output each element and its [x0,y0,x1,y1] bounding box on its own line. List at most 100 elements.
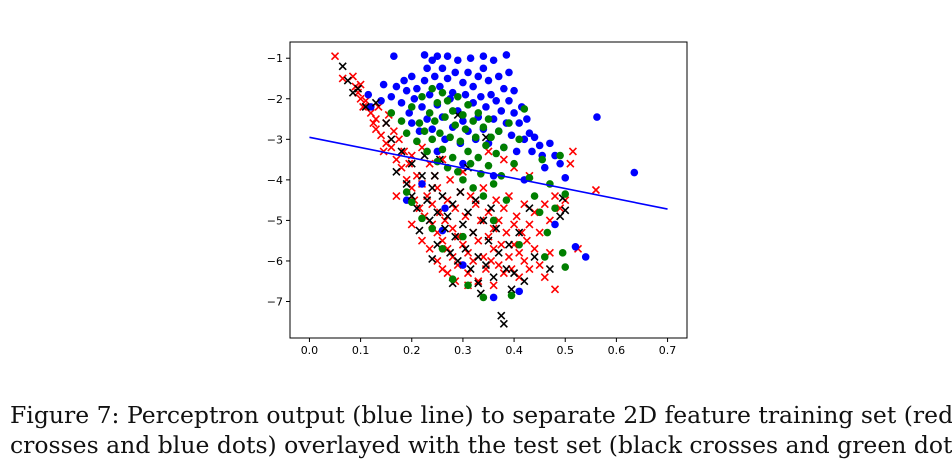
dot-point-3 [525,174,534,182]
cross-point-2 [443,212,452,221]
cross-point-2 [397,147,406,156]
cross-point-2 [507,285,516,294]
dot-point-1 [525,129,534,138]
cross-point-2 [479,216,488,225]
dot-point-3 [428,84,437,93]
dot-point-3 [489,216,498,225]
dot-point-1 [528,147,536,156]
y-tick-label: −7 [267,296,283,309]
cross-point-2 [440,224,450,233]
dot-point-3 [459,232,467,241]
dot-point-1 [407,72,416,81]
dot-point-1 [469,82,477,91]
cross-point-0 [474,236,483,245]
cross-point-2 [525,204,534,213]
cross-point-2 [412,204,421,213]
cross-point-0 [525,265,534,274]
dot-point-3 [459,111,467,119]
cross-point-0 [356,80,365,89]
cross-point-0 [371,114,381,124]
dot-point-1 [448,88,457,97]
dot-point-3 [474,109,483,117]
cross-point-2 [469,228,478,237]
dot-point-3 [479,192,488,200]
cross-point-0 [394,135,404,144]
cross-point-0 [440,216,450,225]
x-tick-label: 0.1 [352,344,370,357]
dot-point-1 [433,52,442,60]
dot-point-1 [515,119,523,127]
cross-point-2 [451,232,460,241]
dot-point-3 [454,92,462,101]
x-tick-label: 0.4 [505,344,523,357]
x-tick-label: 0.7 [659,344,677,357]
dot-point-3 [482,141,490,150]
y-tick-label: −5 [267,214,283,227]
caption-line-1: Figure 7: Perceptron output (blue line) … [10,401,952,429]
cross-point-0 [433,256,442,266]
dot-point-3 [436,129,444,138]
dot-point-1 [510,109,518,117]
cross-point-0 [484,208,493,217]
dot-point-1 [500,84,508,93]
cross-point-2 [353,84,363,93]
dot-point-3 [466,159,475,168]
cross-point-2 [474,252,483,261]
dot-point-3 [469,117,477,125]
cross-point-0 [479,183,488,193]
y-tick-label: −6 [267,255,283,268]
dot-point-1 [556,159,564,168]
figure-caption: Figure 7: Perceptron output (blue line) … [10,400,952,460]
x-tick-label: 0.2 [403,344,421,357]
dot-point-3 [530,192,539,200]
dot-point-1 [479,52,488,60]
dot-point-1 [443,74,452,83]
dot-point-1 [459,78,467,87]
dot-point-1 [461,90,470,99]
dot-point-1 [489,56,498,65]
dot-point-1 [430,72,439,81]
dot-point-1 [515,287,523,296]
cross-point-2 [423,196,432,205]
cross-point-0 [338,74,347,83]
cross-point-0 [550,192,560,201]
cross-point-0 [517,228,526,237]
cross-point-2 [407,159,416,168]
dot-point-1 [407,119,416,127]
dot-point-1 [530,133,539,142]
dot-point-1 [482,103,490,111]
dot-point-3 [415,119,424,127]
dot-point-3 [484,115,493,123]
cross-point-0 [356,94,365,103]
dot-point-3 [454,167,462,176]
cross-point-0 [494,260,503,270]
dot-point-3 [535,208,544,217]
dot-point-3 [494,127,503,136]
dot-point-1 [387,92,396,101]
dot-point-1 [474,72,483,81]
data-points [330,51,639,328]
cross-point-0 [448,224,457,233]
dot-point-1 [497,107,506,115]
cross-point-0 [497,240,506,249]
x-tick-label: 0.3 [454,344,472,357]
dot-point-3 [543,228,552,237]
dot-point-3 [551,204,559,213]
dot-point-1 [512,147,521,156]
dot-point-3 [461,125,470,133]
cross-point-0 [407,220,416,229]
dot-point-3 [479,123,488,131]
scatter-chart: 0.0 0.1 0.2 0.3 0.4 0.5 0.6 0.7 −1 −2 −3 −4 −5 −6 −7 [267,41,688,357]
dot-point-3 [464,281,472,290]
dot-point-3 [413,137,421,146]
dot-point-1 [441,204,449,213]
dot-point-3 [407,198,416,206]
dot-point-1 [505,68,513,77]
cross-point-0 [451,204,460,213]
dot-point-3 [438,88,447,97]
dot-point-3 [538,155,547,164]
dot-point-3 [433,99,442,107]
dot-point-1 [413,84,421,93]
perceptron-line [309,136,668,210]
cross-point-0 [568,147,577,156]
